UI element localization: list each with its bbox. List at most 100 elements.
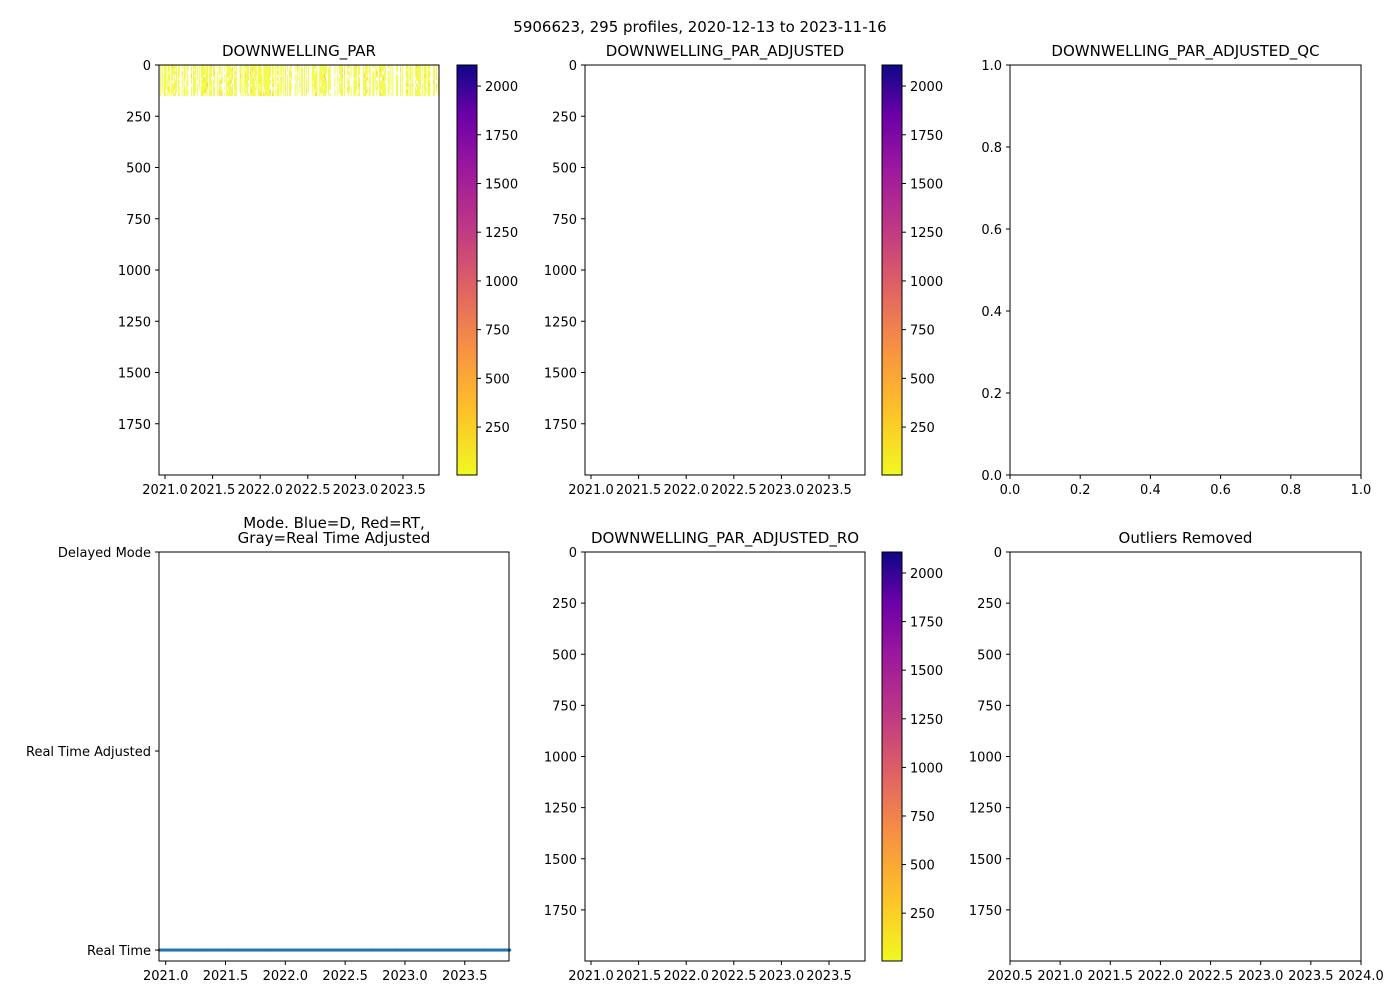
heatmap-cell — [167, 89, 169, 93]
heatmap-cell — [375, 74, 377, 78]
heatmap-cell — [161, 65, 163, 69]
heatmap-cell — [187, 68, 189, 72]
heatmap-cell — [410, 83, 412, 87]
heatmap-cell — [191, 80, 193, 84]
heatmap-cell — [260, 71, 262, 75]
heatmap-cell — [429, 74, 431, 78]
x-tick-label: 2022.5 — [711, 969, 757, 984]
heatmap-cell — [272, 68, 274, 72]
heatmap-cell — [296, 68, 298, 72]
profile-column — [181, 65, 183, 97]
heatmap-cell — [287, 89, 288, 93]
heatmap-cell — [263, 77, 265, 81]
heatmap-cell — [376, 71, 378, 75]
heatmap-cell — [348, 77, 350, 81]
heatmap-cell — [233, 65, 235, 69]
axes-frame — [584, 64, 866, 476]
heatmap-cell — [373, 74, 375, 78]
heatmap-cell — [418, 92, 419, 97]
heatmap-cell — [257, 77, 259, 81]
profile-column — [224, 65, 226, 97]
heatmap-cell — [407, 80, 409, 84]
heatmap-cell — [406, 71, 408, 75]
profile-column — [269, 65, 270, 97]
heatmap-cell — [268, 83, 269, 87]
heatmap-cell — [163, 89, 165, 93]
heatmap-cell — [244, 68, 246, 72]
heatmap-cell — [228, 71, 230, 75]
heatmap-cell — [245, 83, 247, 87]
heatmap-cell — [248, 77, 249, 81]
heatmap-cell — [409, 86, 411, 90]
heatmap-cell — [242, 77, 244, 81]
heatmap-cell — [424, 89, 426, 93]
profile-column — [380, 65, 381, 97]
profile-column — [227, 65, 229, 97]
heatmap-cell — [196, 83, 198, 87]
heatmap-cell — [372, 80, 374, 84]
heatmap-cell — [209, 89, 211, 93]
heatmap-cell — [210, 92, 212, 97]
heatmap-cell — [253, 89, 255, 93]
heatmap-cell — [383, 74, 384, 78]
heatmap-cell — [358, 92, 360, 97]
heatmap-cell — [186, 71, 188, 75]
heatmap-cell — [283, 83, 285, 87]
heatmap-cell — [323, 80, 324, 84]
heatmap-cell — [308, 68, 309, 72]
heatmap-cell — [228, 86, 230, 90]
heatmap-cell — [366, 74, 368, 78]
heatmap-cell — [201, 89, 203, 93]
heatmap-cell — [313, 86, 315, 90]
heatmap-cell — [397, 92, 398, 97]
profile-column — [405, 65, 407, 97]
heatmap-cell — [287, 65, 288, 69]
heatmap-cell — [207, 71, 209, 75]
heatmap-cell — [287, 74, 288, 78]
heatmap-cell — [207, 68, 209, 72]
heatmap-cell — [421, 83, 423, 87]
heatmap-cell — [167, 77, 169, 81]
heatmap-cell — [358, 74, 360, 78]
heatmap-cell — [181, 77, 183, 81]
profile-column — [234, 71, 236, 97]
heatmap-cell — [346, 77, 348, 81]
heatmap-cell — [270, 68, 271, 72]
profile-column — [172, 65, 174, 93]
heatmap-cell — [392, 80, 394, 84]
heatmap-cell — [406, 89, 408, 93]
heatmap-cell — [428, 92, 430, 97]
heatmap-cell — [194, 65, 195, 69]
heatmap-cell — [229, 74, 230, 78]
heatmap-cell — [396, 65, 398, 69]
heatmap-cell — [171, 65, 173, 69]
heatmap-cell — [253, 74, 255, 78]
heatmap-cell — [415, 80, 417, 84]
heatmap-cell — [380, 92, 381, 97]
profile-column — [311, 65, 313, 93]
heatmap-cell — [214, 74, 215, 78]
heatmap-cell — [269, 74, 270, 78]
heatmap-cell — [191, 71, 193, 75]
heatmap-cell — [228, 74, 230, 78]
heatmap-cell — [260, 89, 262, 93]
profile-column — [296, 65, 298, 97]
heatmap-cell — [353, 74, 355, 78]
profile-column — [254, 65, 256, 97]
heatmap-cell — [410, 92, 412, 97]
heatmap-cell — [328, 65, 330, 69]
heatmap-cell — [167, 86, 169, 90]
axes-title: Mode. Blue=D, Red=RT, — [243, 514, 425, 532]
heatmap-cell — [264, 92, 266, 97]
heatmap-cell — [296, 83, 298, 87]
profile-column — [193, 65, 194, 97]
heatmap-cell — [278, 68, 280, 72]
heatmap-cell — [290, 74, 292, 78]
heatmap-cell — [314, 86, 316, 90]
heatmap-cell — [327, 68, 329, 72]
heatmap-cell — [268, 80, 269, 84]
heatmap-cell — [347, 65, 349, 69]
heatmap-cell — [218, 68, 220, 72]
colorbar-tick-label: 1000 — [910, 275, 943, 290]
heatmap-cell — [281, 71, 283, 75]
